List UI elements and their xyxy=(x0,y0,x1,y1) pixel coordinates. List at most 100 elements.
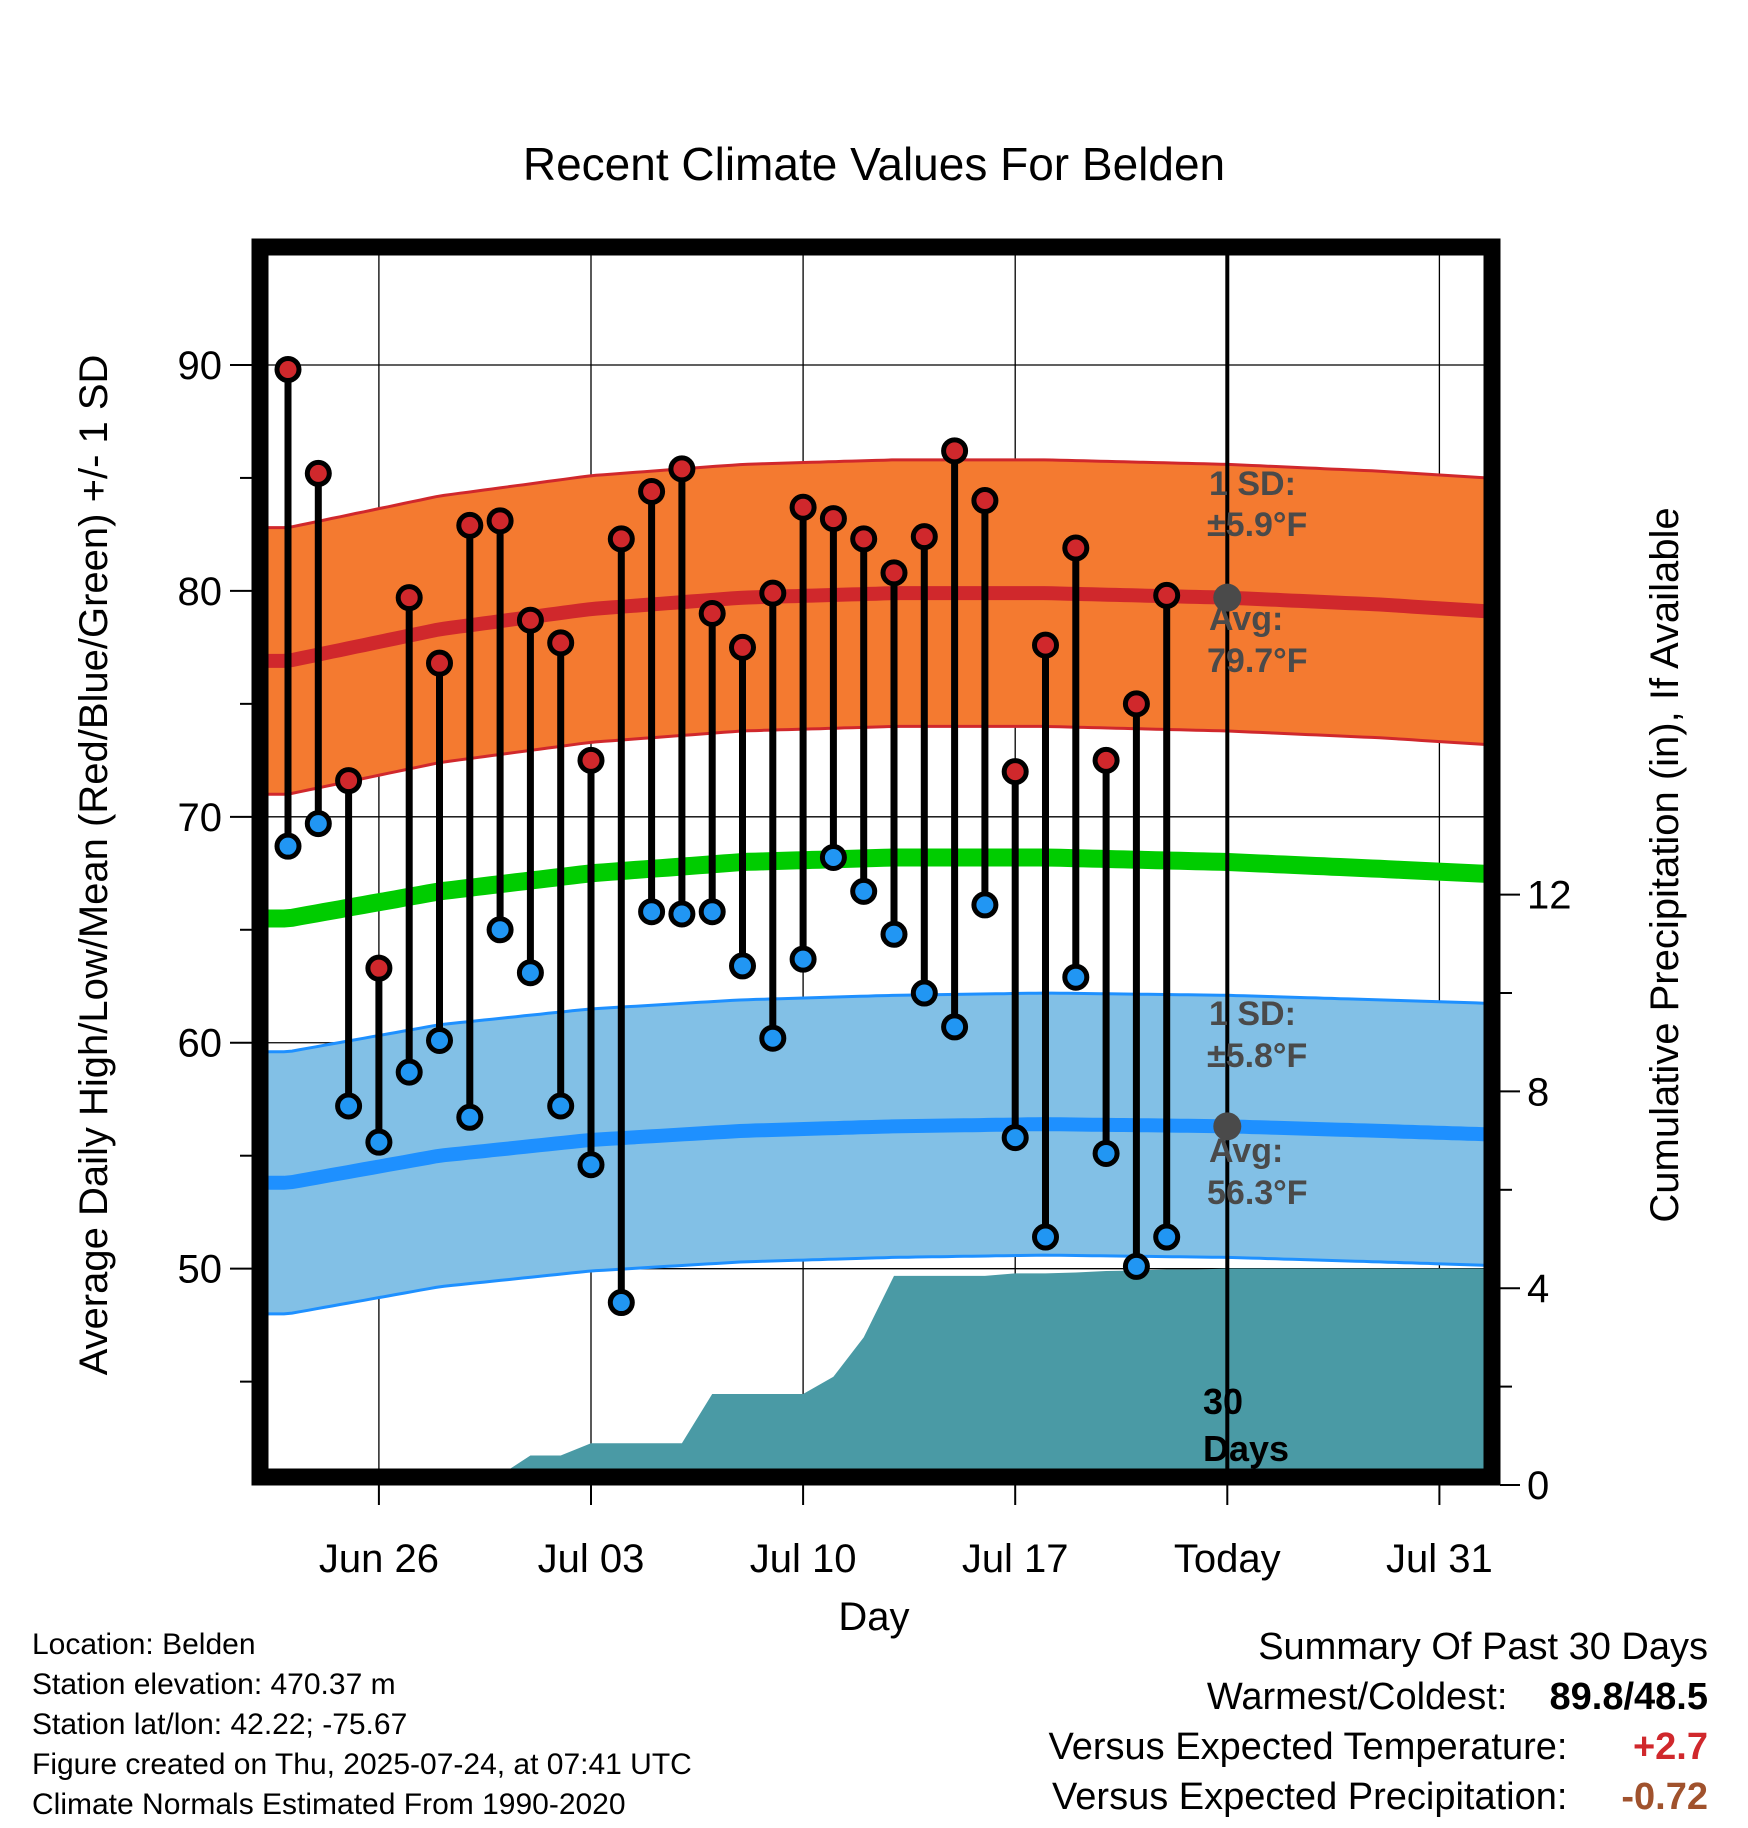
band-annotations: 1 SD: ±5.9°F Avg: 79.7°F 1 SD: ±5.8°F Av… xyxy=(1203,465,1308,1469)
low-point-day-21 xyxy=(880,920,908,948)
temp-label: Versus Expected Temperature: xyxy=(1048,1726,1568,1768)
low-point-day-11 xyxy=(577,1151,605,1179)
y-tick-label-90: 90 xyxy=(178,344,223,388)
low-point-day-16 xyxy=(729,952,756,980)
high-point-day-2 xyxy=(304,459,332,487)
summary-temperature: Versus Expected Temperature: +2.7 xyxy=(1049,1722,1708,1772)
precipitation-area xyxy=(505,1268,1490,1472)
y-axis-left: 50 60 70 80 90 xyxy=(178,344,252,1383)
low-point-day-13 xyxy=(638,898,666,926)
high-point-day-9 xyxy=(516,606,544,634)
low-point-day-6 xyxy=(426,1026,453,1054)
high-point-day-16 xyxy=(729,633,756,661)
low-point-day-24 xyxy=(971,891,999,919)
high-sd-upper-edge xyxy=(262,458,1490,530)
low-point-day-14 xyxy=(668,900,696,928)
high-point-day-4 xyxy=(365,954,393,982)
low-point-day-25 xyxy=(1001,1124,1029,1152)
high-point-day-8 xyxy=(486,507,514,535)
x-tick-label-10: Jul 03 xyxy=(538,1537,645,1581)
low-point-day-15 xyxy=(698,898,726,926)
days-label-1: 30 xyxy=(1203,1381,1243,1422)
warm-cold-value: 89.8/48.5 xyxy=(1518,1672,1709,1722)
summary-panel: Summary Of Past 30 Days Warmest/Coldest:… xyxy=(1049,1622,1708,1822)
high-point-day-27 xyxy=(1062,534,1090,562)
high-sd-lower-edge xyxy=(262,724,1490,796)
low-point-day-12 xyxy=(607,1289,635,1317)
high-sd-band xyxy=(262,459,1490,795)
precip-area xyxy=(505,1268,1490,1472)
low-point-day-23 xyxy=(941,1013,969,1041)
x-tick-label-38: Jul 31 xyxy=(1386,1537,1493,1581)
low-sd-lower-edge xyxy=(262,1253,1490,1316)
today-low-avg-marker xyxy=(1213,1112,1242,1141)
precip-value: -0.72 xyxy=(1621,1776,1708,1818)
x-axis: Jun 26 Jul 03 Jul 10 Jul 17 Today Jul 31 xyxy=(319,1485,1493,1581)
high-point-day-21 xyxy=(880,559,908,587)
low-point-day-20 xyxy=(850,877,878,905)
y-tick-label-70: 70 xyxy=(178,796,223,840)
low-point-day-9 xyxy=(516,959,544,987)
y2-tick-label-4: 4 xyxy=(1527,1267,1549,1311)
low-sd-upper-edge xyxy=(262,991,1490,1054)
high-point-day-13 xyxy=(638,477,666,505)
low-sd-band xyxy=(262,993,1490,1314)
mean-normal-line xyxy=(262,848,1490,928)
y2-axis-label: Cumulative Precipitation (in), If Availa… xyxy=(1643,507,1687,1222)
summary-heading: Summary Of Past 30 Days xyxy=(1258,1626,1708,1668)
low-point-day-18 xyxy=(789,945,817,973)
high-sd-label-1: 1 SD: xyxy=(1209,465,1296,503)
high-point-day-18 xyxy=(789,493,817,521)
high-normal-line xyxy=(262,586,1490,668)
low-point-day-8 xyxy=(486,916,514,944)
location-text: Location: Belden xyxy=(32,1628,256,1661)
high-point-day-3 xyxy=(335,767,363,795)
low-point-day-10 xyxy=(547,1092,575,1120)
high-point-day-20 xyxy=(850,525,878,553)
high-point-day-29 xyxy=(1122,690,1150,718)
high-point-day-10 xyxy=(547,629,575,657)
y2-tick-label-0: 0 xyxy=(1527,1464,1549,1508)
low-point-day-2 xyxy=(304,810,332,838)
high-point-day-26 xyxy=(1032,631,1059,659)
chart-title: Recent Climate Values For Belden xyxy=(523,138,1225,190)
low-point-day-1 xyxy=(274,832,302,860)
x-tick-label-3: Jun 26 xyxy=(319,1537,439,1581)
summary-precipitation: Versus Expected Precipitation: -0.72 xyxy=(1049,1772,1708,1822)
warm-cold-label: Warmest/Coldest: xyxy=(1206,1676,1508,1718)
elevation-text: Station elevation: 470.37 m xyxy=(32,1668,396,1701)
high-point-day-25 xyxy=(1001,758,1029,786)
low-point-day-3 xyxy=(335,1092,363,1120)
normals-text: Climate Normals Estimated From 1990-2020 xyxy=(32,1788,626,1821)
warm-cold-slash: / xyxy=(1623,1676,1635,1718)
low-avg-label-2: 56.3°F xyxy=(1207,1174,1308,1212)
low-sd-label-2: ±5.8°F xyxy=(1207,1037,1307,1075)
high-point-day-30 xyxy=(1153,581,1181,609)
low-normal-line xyxy=(262,1117,1490,1190)
low-point-day-19 xyxy=(819,843,847,871)
low-point-day-7 xyxy=(456,1103,484,1131)
created-text: Figure created on Thu, 2025-07-24, at 07… xyxy=(32,1748,692,1781)
latlon-text: Station lat/lon: 42.22; -75.67 xyxy=(32,1708,408,1741)
daily-markers xyxy=(274,355,1181,1317)
y-axis-right: 0 4 8 12 xyxy=(1500,874,1572,1508)
high-avg-label-2: 79.7°F xyxy=(1207,642,1308,680)
high-point-day-12 xyxy=(607,525,635,553)
daily-stems xyxy=(284,369,1171,1303)
low-point-day-29 xyxy=(1122,1252,1150,1280)
high-point-day-14 xyxy=(668,455,696,483)
low-point-day-30 xyxy=(1153,1223,1181,1251)
y-axis-label: Average Daily High/Low/Mean (Red/Blue/Gr… xyxy=(72,355,116,1376)
high-point-day-1 xyxy=(274,355,302,383)
low-point-day-28 xyxy=(1092,1139,1120,1167)
y-tick-label-60: 60 xyxy=(178,1022,223,1066)
y-tick-label-80: 80 xyxy=(178,570,223,614)
high-point-day-19 xyxy=(819,505,847,533)
temp-value: +2.7 xyxy=(1632,1726,1708,1768)
high-point-day-28 xyxy=(1092,746,1120,774)
days-label-2: Days xyxy=(1203,1428,1289,1469)
low-point-day-27 xyxy=(1062,963,1090,991)
low-point-day-22 xyxy=(910,979,938,1007)
high-sd-label-2: ±5.9°F xyxy=(1207,506,1307,544)
